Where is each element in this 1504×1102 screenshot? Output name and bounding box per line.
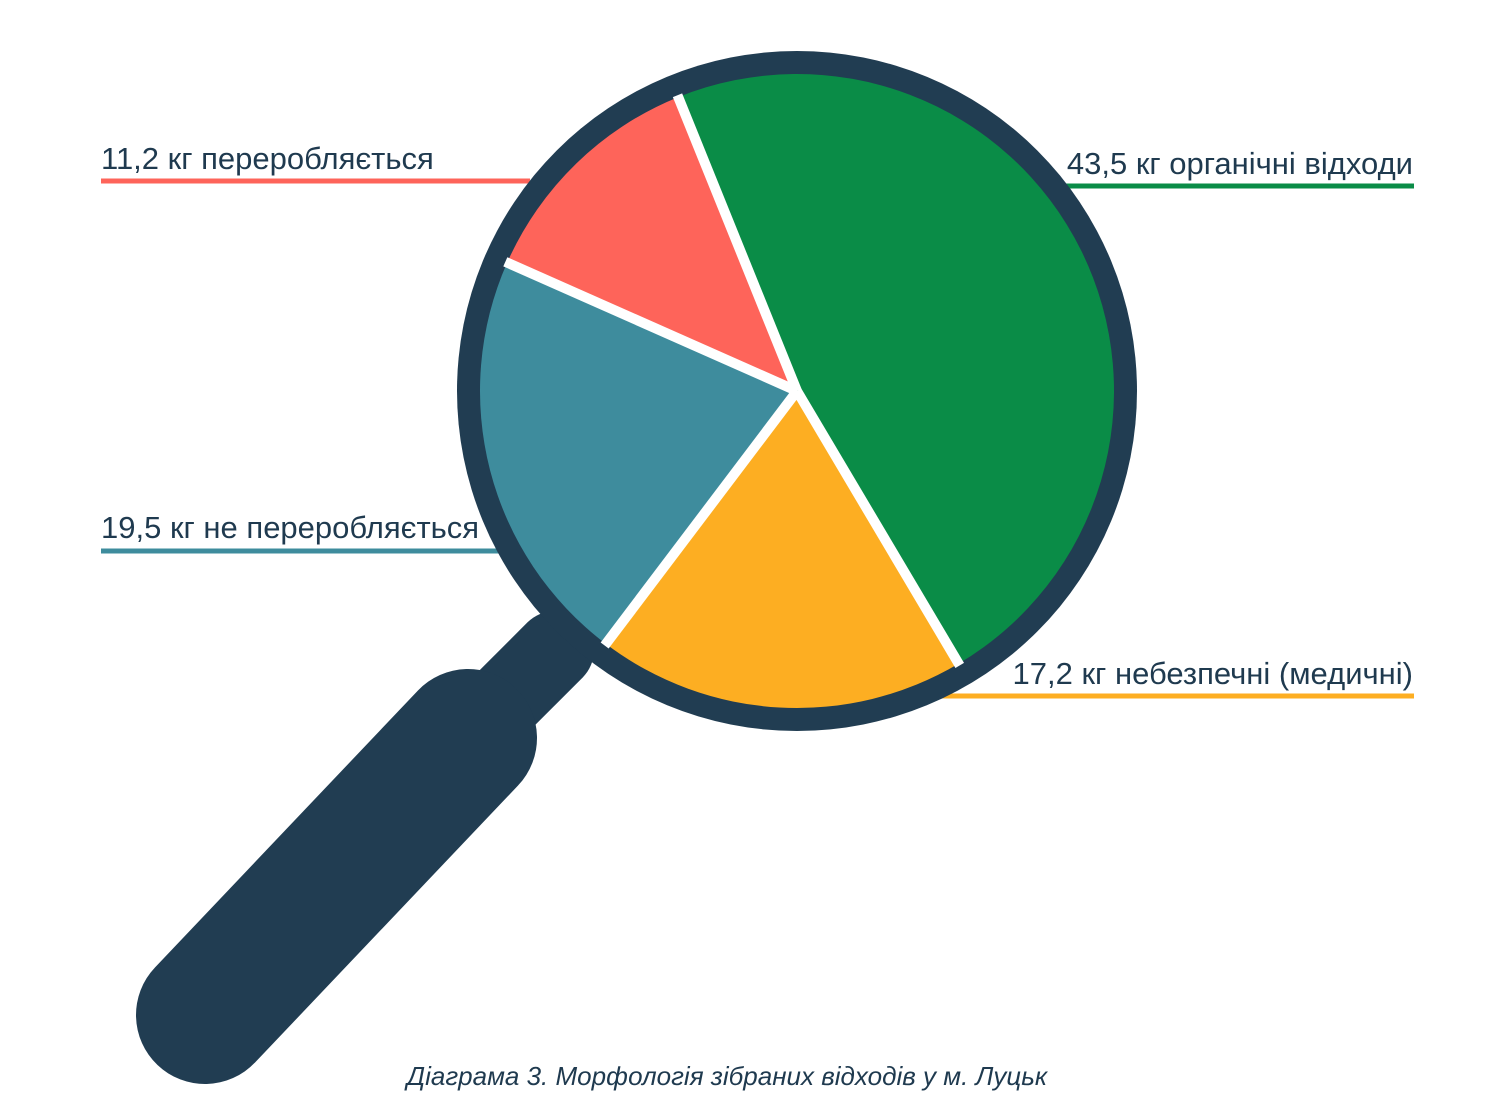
slice-label-hazardous: 17,2 кг небезпечні (медичні) [1013, 656, 1413, 691]
slice-separator [672, 93, 802, 393]
slice-separator [792, 388, 964, 668]
slice-hazardous [605, 391, 959, 709]
slice-recycled [507, 97, 797, 392]
slice-separator [600, 387, 801, 649]
chart-caption: Діаграма 3. Морфологія зібраних відходів… [404, 1061, 1049, 1091]
callout-lines [101, 178, 1414, 699]
pie-slices [480, 74, 1114, 709]
slice-separator [503, 257, 800, 396]
slice-label-not-recycled: 19,5 кг не переробляється [101, 510, 479, 545]
slice-label-organic: 43,5 кг органічні відходи [1067, 146, 1413, 181]
slice-label-recycled: 11,2 кг переробляється [101, 141, 434, 176]
slice-organic [678, 74, 1114, 664]
magnifier-handle-icon [136, 611, 594, 1084]
